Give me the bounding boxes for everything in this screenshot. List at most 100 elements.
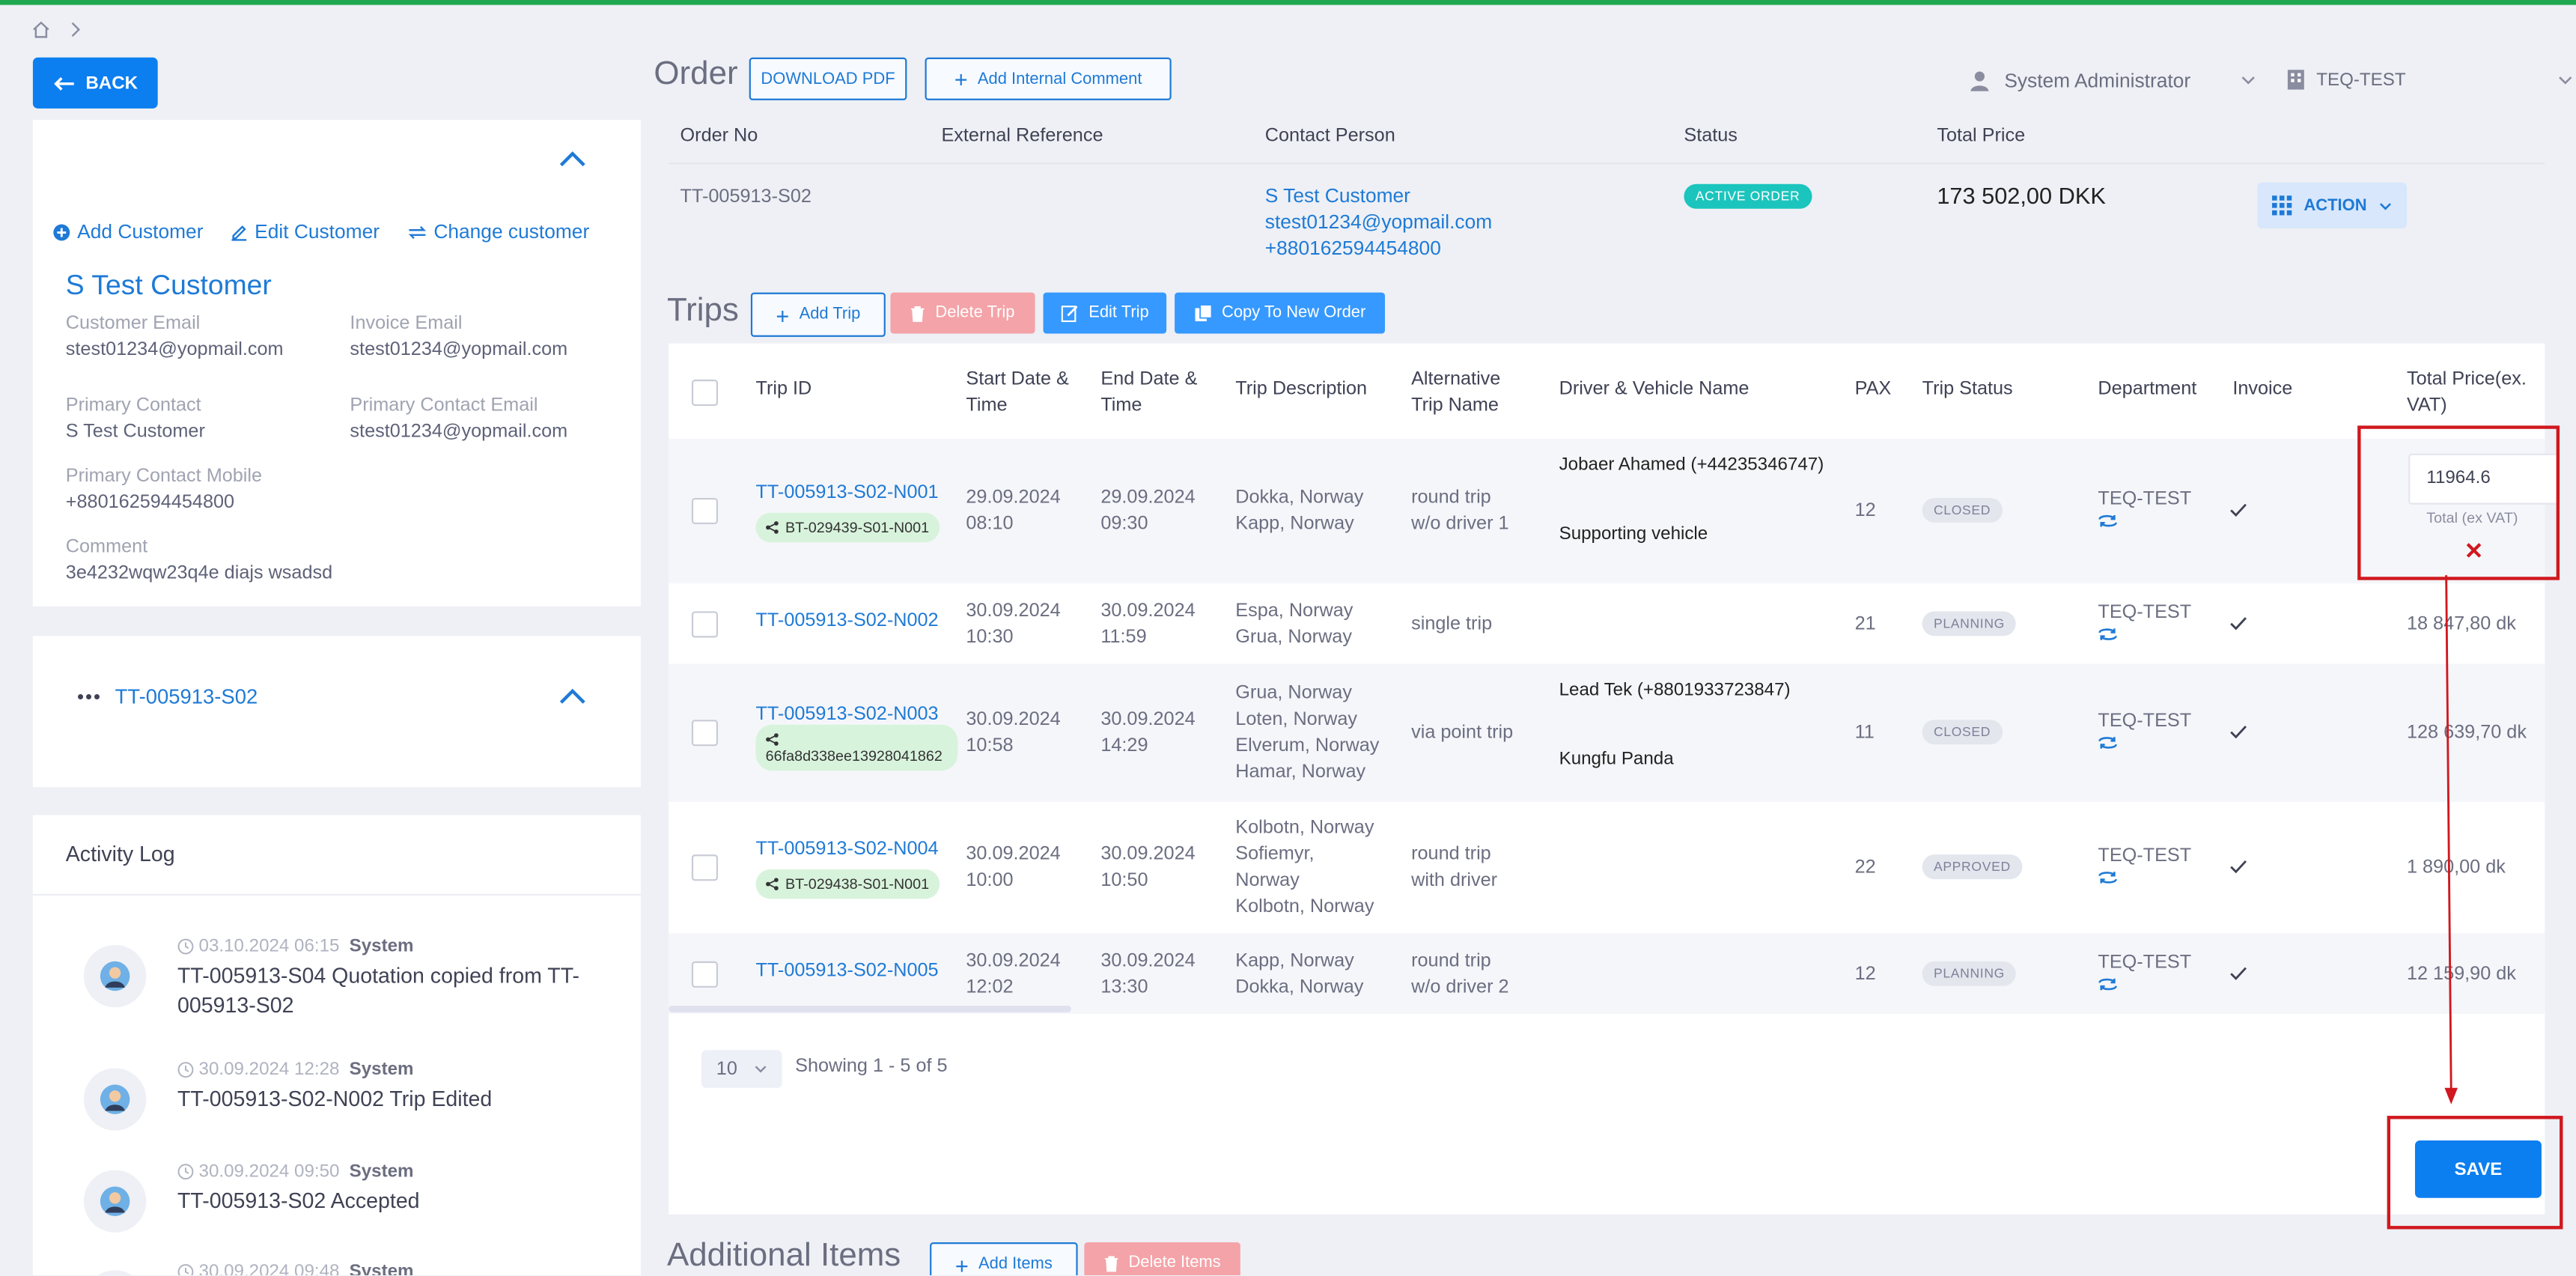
row-checkbox[interactable] [691, 854, 719, 881]
add-trip-button[interactable]: + Add Trip [750, 292, 886, 337]
home-icon[interactable] [31, 19, 51, 39]
order-no-header: Order No [680, 126, 758, 147]
edit-trip-button[interactable]: Edit Trip [1043, 292, 1167, 334]
trip-description: Kolbotn, Norway Sofiemyr, Norway Kolbotn, N… [1235, 818, 1374, 917]
trip-id-link[interactable]: TT-005913-S02-N004 [755, 839, 939, 860]
status-header: Status [1684, 126, 1738, 147]
sync-icon[interactable] [2098, 626, 2117, 642]
share-icon [766, 732, 779, 745]
delete-trip-button[interactable]: Delete Trip [890, 292, 1035, 334]
page-title: Order [654, 55, 738, 92]
comment: 3e4232wqw23q4e diajs wsadsd [65, 563, 333, 584]
trip-id-link[interactable]: TT-005913-S02-N002 [755, 611, 939, 631]
save-button[interactable]: SAVE [2414, 1140, 2542, 1198]
activity-log-title: Activity Log [65, 841, 175, 866]
invoice-check-icon [2229, 616, 2247, 631]
col-total-price: Total Price(ex. VAT) [2406, 369, 2527, 416]
trip-status-badge: CLOSED [1922, 720, 2003, 745]
booking-chip[interactable]: BT-029439-S01-N001 [755, 512, 940, 543]
pax-count: 22 [1854, 857, 1876, 878]
plus-icon: + [954, 65, 968, 92]
sync-icon[interactable] [2098, 735, 2117, 751]
end-datetime: 30.09.2024 14:29 [1100, 710, 1196, 756]
sync-icon[interactable] [2098, 869, 2117, 886]
contact-phone-link[interactable]: +880162594454800 [1264, 237, 1441, 260]
avatar [83, 1170, 147, 1233]
download-pdf-button[interactable]: DOWNLOAD PDF [749, 57, 907, 100]
clock-icon [177, 1164, 194, 1180]
activity-text: TT-005913-S02-N002 Trip Edited [177, 1086, 493, 1111]
trips-title: Trips [666, 292, 739, 329]
add-items-button[interactable]: + Add Items [930, 1242, 1078, 1275]
col-trip-status: Trip Status [1922, 379, 2013, 400]
additional-items-title: Additional Items [666, 1237, 901, 1274]
user-menu[interactable]: System Administrator [1970, 69, 2256, 92]
delete-items-button[interactable]: Delete Items [1084, 1242, 1240, 1275]
col-trip-id: Trip ID [755, 379, 812, 400]
page-size-select[interactable]: 10 [701, 1050, 782, 1088]
add-customer-link[interactable]: Add Customer [52, 220, 203, 243]
plus-circle-icon [53, 223, 70, 240]
back-button[interactable]: BACK [32, 57, 158, 109]
edit-customer-link[interactable]: Edit Customer [230, 220, 380, 243]
trip-total-price: 1 890,00 dk [2406, 857, 2506, 878]
contact-name-link[interactable]: S Test Customer [1264, 183, 1410, 207]
price-input[interactable]: 11964.6 [2408, 453, 2560, 505]
external-ref-header: External Reference [941, 126, 1103, 147]
change-customer-link[interactable]: Change customer [407, 220, 589, 243]
primary-contact-email-label: Primary Contact Email [350, 395, 538, 416]
tenant-menu[interactable]: TEQ-TEST [2287, 69, 2574, 91]
clock-icon [177, 1264, 194, 1275]
order-number-link[interactable]: TT-005913-S02 [115, 685, 258, 708]
add-internal-comment-button[interactable]: + Add Internal Comment [925, 57, 1172, 100]
chevron-down-icon [755, 1066, 767, 1073]
action-button[interactable]: ACTION [2257, 182, 2407, 229]
contact-email-link[interactable]: stest01234@yopmail.com [1264, 210, 1493, 234]
highlight-box-save [2387, 1116, 2563, 1230]
trash-icon [911, 305, 925, 321]
department-cell: TEQ-TEST [2098, 600, 2191, 642]
booking-chip[interactable]: 66fa8d338ee13928041862 [755, 724, 958, 771]
chevron-down-icon [2559, 76, 2573, 84]
share-icon [766, 878, 779, 890]
sync-icon[interactable] [2098, 513, 2117, 529]
user-icon [1970, 70, 1989, 91]
copy-to-new-order-button[interactable]: Copy To New Order [1175, 292, 1385, 334]
row-checkbox[interactable] [691, 611, 719, 638]
select-all-checkbox[interactable] [691, 379, 719, 407]
trip-id-link[interactable]: TT-005913-S02-N001 [755, 483, 939, 503]
trip-status-badge: CLOSED [1922, 497, 2003, 523]
trip-status-badge: PLANNING [1922, 960, 2017, 985]
alternative-trip-name: round trip with driver [1411, 844, 1498, 891]
department-cell: TEQ-TEST [2098, 708, 2191, 751]
contact-person-block: S Test Customer stest01234@yopmail.com +… [1265, 183, 1492, 261]
order-no-value: TT-005913-S02 [680, 187, 812, 207]
collapse-order-icon[interactable] [558, 688, 586, 705]
start-datetime: 30.09.2024 10:30 [966, 601, 1061, 648]
cancel-edit-icon[interactable]: ✕ [2464, 537, 2484, 564]
trip-total-price: 12 159,90 dk [2406, 964, 2516, 984]
trip-total-price: 18 847,80 dk [2406, 614, 2516, 635]
trash-icon [1104, 1255, 1118, 1272]
row-checkbox[interactable] [691, 720, 719, 747]
horizontal-scrollbar[interactable] [669, 1006, 1071, 1012]
row-checkbox[interactable] [691, 960, 719, 987]
table-row [669, 801, 2545, 934]
trip-status-badge: PLANNING [1922, 611, 2017, 637]
end-datetime: 29.09.2024 09:30 [1100, 487, 1196, 535]
sync-icon[interactable] [2098, 975, 2117, 991]
trip-id-link[interactable]: TT-005913-S02-N005 [755, 960, 939, 981]
annotation-arrow-icon [2444, 575, 2458, 1105]
trip-id-link[interactable]: TT-005913-S02-N003 [755, 705, 939, 725]
pax-count: 12 [1854, 501, 1876, 521]
more-icon[interactable] [77, 693, 100, 700]
row-checkbox[interactable] [691, 497, 719, 525]
collapse-customer-icon[interactable] [558, 151, 586, 168]
invoice-check-icon [2229, 860, 2247, 875]
activity-meta: 30.09.2024 12:28 System [177, 1060, 414, 1080]
booking-chip[interactable]: BT-029438-S01-N001 [755, 869, 940, 899]
plus-icon: + [954, 1251, 969, 1275]
col-start-date: Start Date & Time [966, 369, 1069, 416]
alternative-trip-name: single trip [1411, 614, 1493, 635]
department-cell: TEQ-TEST [2098, 949, 2191, 991]
